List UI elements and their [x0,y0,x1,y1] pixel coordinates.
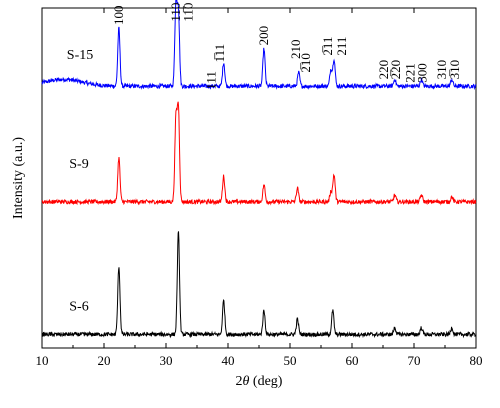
series-layer [41,0,477,339]
y-axis-title: Intensity (a.u.) [11,137,26,219]
x-tick-label: 20 [98,353,111,368]
series-line-s-15 [41,0,477,91]
x-tick-label: 60 [346,353,359,368]
peak-label: 2̅11 [320,37,335,56]
x-tick-label: 40 [222,353,235,368]
series-line-s-6 [41,231,477,339]
peak-label: 210 [288,40,303,60]
peak-label: 200 [256,26,271,46]
series-line-s-9 [41,101,477,206]
x-axis-title-suffix: (deg) [249,374,282,389]
x-axis-title-prefix: 2 [236,374,243,389]
peak-label: 220 [376,60,391,80]
x-tick-label: 10 [36,353,49,368]
x-axis: 10 20 30 40 50 60 70 80 [36,8,483,368]
peak-label: 211 [334,37,349,56]
peak-label: 11̅0 [180,3,195,22]
peak-label: 300 [415,63,430,83]
plot-frame [41,7,477,349]
peak-label: 2̅10 [298,53,313,73]
series-label-s-15: S-15 [67,48,93,63]
series-labels: S-15 S-9 S-6 [67,48,93,315]
x-tick-label: 50 [284,353,297,368]
peak-label: 1̅11 [212,44,227,63]
series-label-s-9: S-9 [69,157,88,172]
x-tick-label: 30 [160,353,173,368]
peak-label: 100 [111,6,126,26]
x-axis-title-symbol: θ [243,374,250,389]
series-label-s-6: S-6 [69,300,88,315]
peak-label: 310 [434,60,449,80]
x-tick-label: 80 [470,353,483,368]
peak-label: 110 [168,3,183,22]
peak-label: 2̅20 [388,60,403,80]
peak-label: 3̅10 [447,60,462,80]
x-axis-title: 2θ (deg) [236,374,283,389]
peak-label: 111 [203,71,218,90]
x-tick-label: 70 [408,353,421,368]
peak-label: 221 [402,63,417,83]
